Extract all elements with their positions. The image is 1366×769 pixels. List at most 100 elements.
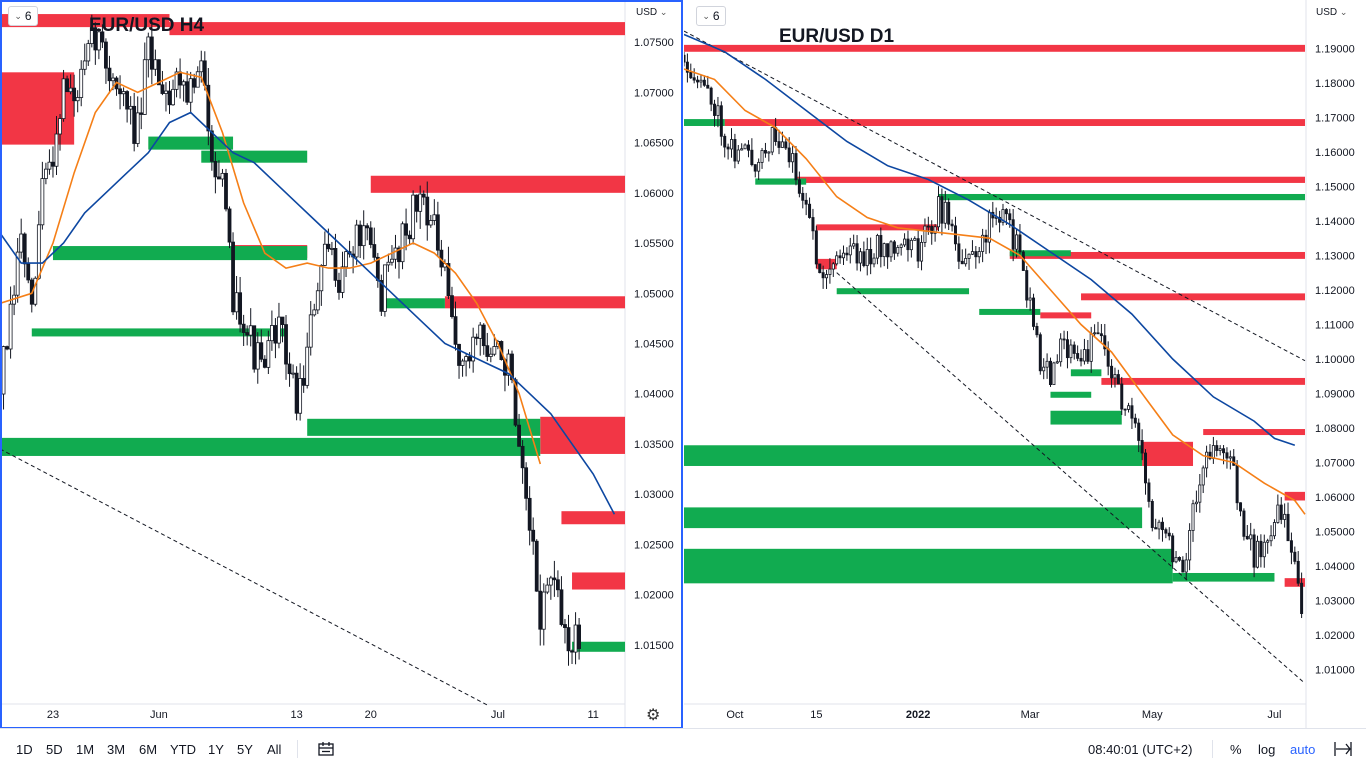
- range-1m-button[interactable]: 1M: [76, 742, 95, 757]
- left-chart-canvas[interactable]: 1.07500 1.07000 1.06500 1.06000 1.05500 1.050…: [0, 0, 682, 728]
- demand-zone: [755, 178, 807, 185]
- candle-body: [855, 243, 859, 264]
- candle-body: [450, 295, 454, 318]
- candle-body: [1103, 335, 1107, 350]
- range-3m-button[interactable]: 3M: [107, 742, 126, 757]
- auto-scale-toggle[interactable]: auto: [1290, 742, 1316, 757]
- candle-body: [40, 178, 45, 226]
- candle-body: [794, 153, 798, 181]
- candle-body: [326, 243, 331, 250]
- candle-body: [0, 383, 2, 395]
- right-currency-label: USD: [1316, 7, 1338, 18]
- candle-body: [294, 372, 299, 414]
- supply-zone: [169, 22, 626, 36]
- range-5y-button[interactable]: 5Y: [237, 742, 253, 757]
- candle-body: [139, 112, 144, 115]
- candle-body: [171, 88, 175, 106]
- candle-body: [386, 261, 391, 266]
- time-tick-label: Jul: [1267, 709, 1281, 721]
- candle-body: [280, 316, 285, 325]
- candle-body: [960, 260, 964, 265]
- candle-body: [1123, 408, 1127, 411]
- candle-body: [255, 342, 260, 370]
- candle-body: [1065, 339, 1069, 359]
- candle-body: [322, 243, 327, 266]
- candle-body: [685, 61, 689, 73]
- left-interval-button[interactable]: ⌄ 6: [8, 6, 38, 26]
- range-1d-button[interactable]: 1D: [16, 742, 33, 757]
- price-tick-label: 1.07000: [1315, 458, 1355, 470]
- left-chart-pane[interactable]: 1.07500 1.07000 1.06500 1.06000 1.05500 1.050…: [0, 0, 683, 729]
- moving-average-slow: [0, 111, 616, 515]
- candle-body: [1093, 332, 1097, 335]
- candle-body: [100, 31, 105, 43]
- candle-body: [736, 149, 740, 162]
- candle-body: [308, 314, 313, 348]
- price-tick-label: 1.02000: [634, 590, 674, 602]
- candle-body: [156, 59, 161, 86]
- range-ytd-button[interactable]: YTD: [170, 742, 196, 757]
- candle-body: [153, 59, 158, 70]
- candle-body: [181, 81, 186, 86]
- demand-zone: [1070, 369, 1102, 377]
- candle-body: [340, 266, 345, 293]
- candle-body: [865, 249, 869, 267]
- candle-body: [947, 201, 951, 225]
- candle-body: [1184, 559, 1188, 573]
- candle-body: [1055, 361, 1059, 364]
- candle-body: [774, 127, 778, 142]
- candle-body: [1171, 535, 1175, 563]
- candle-body: [68, 87, 73, 93]
- demand-zone: [52, 246, 308, 261]
- range-5d-button[interactable]: 5D: [46, 742, 63, 757]
- right-interval-button[interactable]: ⌄ 6: [696, 6, 726, 26]
- supply-zone: [1203, 429, 1305, 436]
- percent-scale-toggle[interactable]: %: [1230, 742, 1242, 757]
- candle-body: [1062, 338, 1066, 341]
- candle-body: [1018, 234, 1022, 253]
- candle-body: [379, 280, 384, 312]
- candle-body: [1289, 540, 1293, 553]
- candle-body: [1096, 332, 1100, 335]
- date-range-icon[interactable]: [317, 741, 335, 757]
- supply-zone: [1284, 578, 1305, 587]
- left-currency-label: USD: [636, 7, 658, 18]
- right-chart-pane[interactable]: 1.19000 1.18000 1.17000 1.16000 1.15000 1.140…: [682, 0, 1366, 728]
- candle-body: [298, 378, 303, 414]
- price-tick-label: 1.03500: [634, 439, 674, 451]
- candle-body: [1228, 456, 1232, 459]
- gear-icon[interactable]: ⚙: [646, 707, 661, 724]
- candle-body: [527, 497, 532, 531]
- candle-body: [957, 243, 961, 262]
- candle-body: [1045, 360, 1049, 368]
- clock-readout[interactable]: 08:40:01 (UTC+2): [1088, 742, 1193, 757]
- chevron-down-icon: ⌄: [702, 10, 710, 21]
- candle-body: [467, 356, 472, 362]
- demand-zone: [979, 308, 1041, 315]
- right-currency-selector[interactable]: USD ⌄: [1316, 7, 1347, 18]
- candle-body: [26, 263, 31, 281]
- fullscreen-icon[interactable]: [1333, 740, 1353, 758]
- range-1y-button[interactable]: 1Y: [208, 742, 224, 757]
- candle-body: [933, 226, 937, 234]
- candle-body: [372, 244, 377, 258]
- candle-body: [767, 151, 771, 154]
- candle-body: [899, 244, 903, 248]
- candle-body: [937, 196, 941, 228]
- range-all-button[interactable]: All: [267, 742, 282, 757]
- log-scale-toggle[interactable]: log: [1258, 742, 1276, 757]
- candle-body: [858, 251, 862, 264]
- range-6m-button[interactable]: 6M: [139, 742, 158, 757]
- candle-body: [923, 225, 927, 243]
- candle-body: [5, 346, 9, 350]
- moving-average-fast: [683, 68, 1306, 515]
- candle-body: [869, 249, 873, 265]
- left-currency-selector[interactable]: USD ⌄: [636, 7, 667, 18]
- candle-body: [128, 105, 133, 110]
- candle-body: [344, 251, 348, 268]
- price-tick-label: 1.01000: [1315, 665, 1355, 677]
- trendline: [683, 30, 1306, 362]
- candle-body: [1218, 448, 1222, 451]
- right-chart-canvas[interactable]: 1.19000 1.18000 1.17000 1.16000 1.15000 1.140…: [682, 0, 1366, 728]
